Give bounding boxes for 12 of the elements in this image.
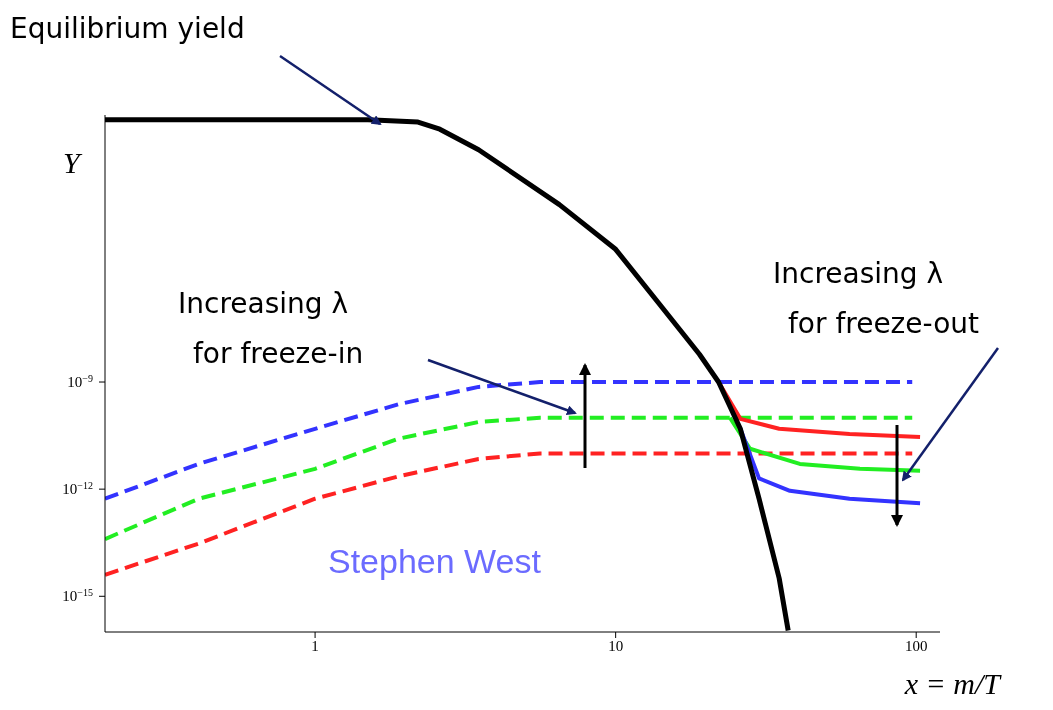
y-tick-label: 10$^{−9}$	[67, 372, 93, 391]
annotation: Stephen West	[328, 542, 542, 580]
y-tick-label: 10$^{−12}$	[62, 479, 93, 498]
x-tick-label: 100	[904, 637, 928, 654]
annotation: Increasing λ for freeze-out	[773, 257, 980, 340]
y-axis-title: Y	[63, 146, 83, 179]
x-tick-label: 10	[608, 637, 624, 654]
y-tick-label: 10$^{−15}$	[62, 586, 93, 605]
x-axis-title: x = m/T	[903, 667, 1003, 700]
x-tick-label: 1	[311, 637, 319, 654]
annotation: Increasing λ for freeze-in	[178, 287, 364, 370]
text: Equilibrium yield	[10, 12, 245, 45]
